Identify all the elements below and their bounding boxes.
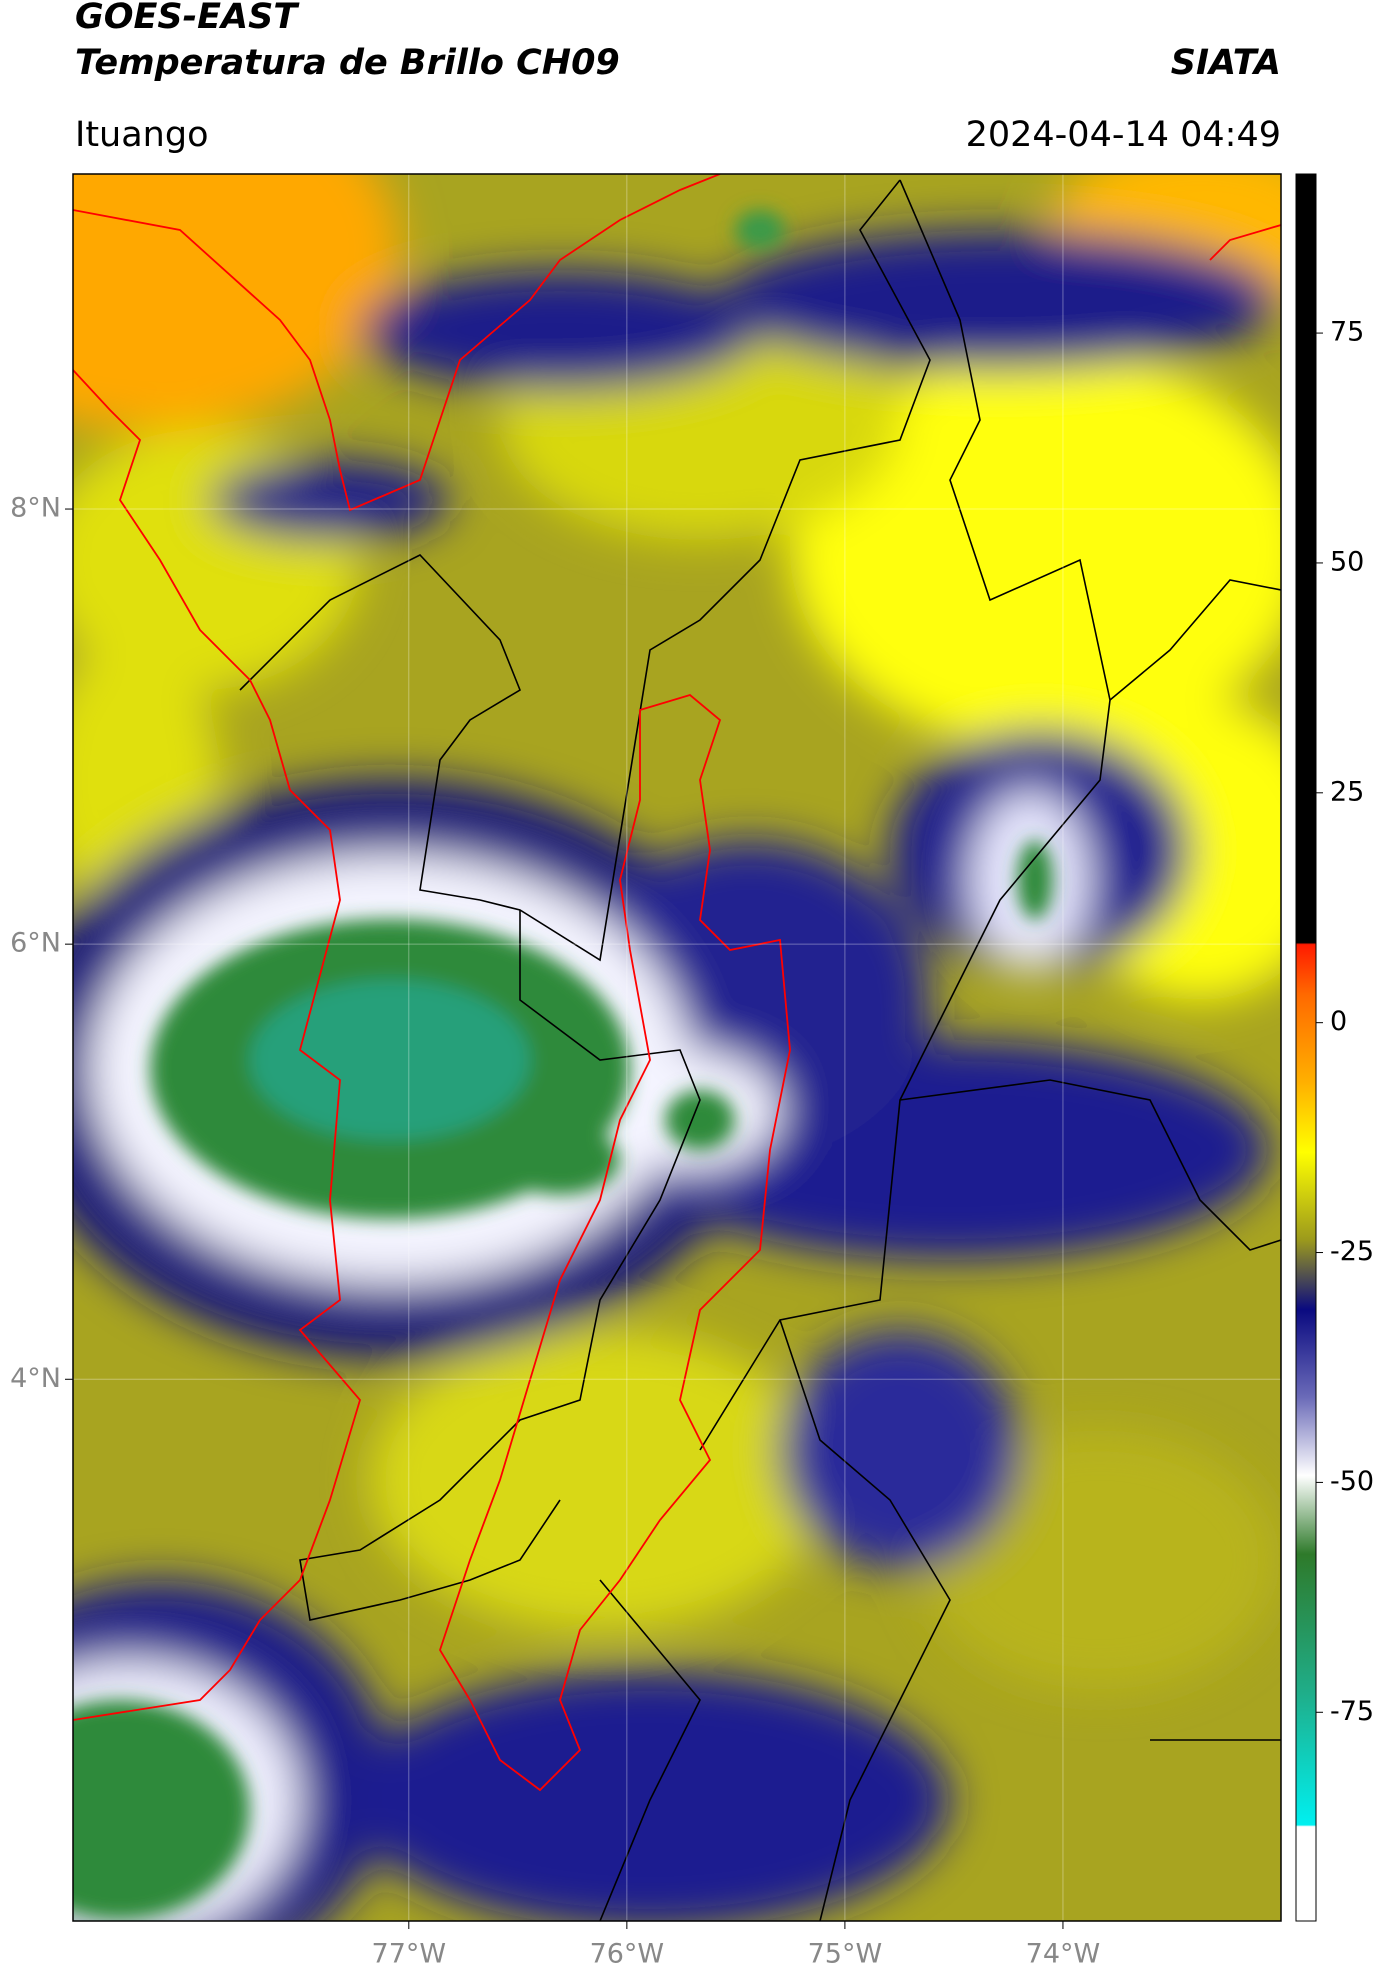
subtitle: Temperatura de Brillo CH09 xyxy=(75,43,620,83)
colorbar xyxy=(1295,173,1317,1922)
lat-tick-label: 4°N xyxy=(10,1363,61,1394)
colorbar-tick-label: 50 xyxy=(1330,546,1364,577)
colorbar-tick-label: 75 xyxy=(1330,317,1364,348)
lat-tick-label: 8°N xyxy=(10,493,61,524)
satellite-image xyxy=(73,174,1281,1921)
colorbar-tick-label: -75 xyxy=(1330,1696,1374,1727)
map-frame xyxy=(72,173,1282,1922)
graticule: 77°W 76°W 75°W 74°W 8°N 6°N 4°N xyxy=(10,174,1281,1970)
location: Ituango xyxy=(75,115,209,155)
lon-tick-label: 74°W xyxy=(1026,1939,1101,1970)
lat-tick-label: 6°N xyxy=(10,928,61,959)
lon-tick-label: 76°W xyxy=(590,1939,665,1970)
lon-tick-label: 77°W xyxy=(372,1939,447,1970)
colorbar-tick-label: 25 xyxy=(1330,776,1364,807)
lon-tick-label: 75°W xyxy=(808,1939,883,1970)
colorbar-tick-label: -25 xyxy=(1330,1236,1374,1267)
datetime: 2024-04-14 04:49 xyxy=(966,115,1281,155)
title: GOES-EAST xyxy=(75,0,300,37)
colorbar-tick-label: -50 xyxy=(1330,1466,1374,1497)
colorbar-tick-label: 0 xyxy=(1330,1006,1347,1037)
source: SIATA xyxy=(1171,43,1281,83)
